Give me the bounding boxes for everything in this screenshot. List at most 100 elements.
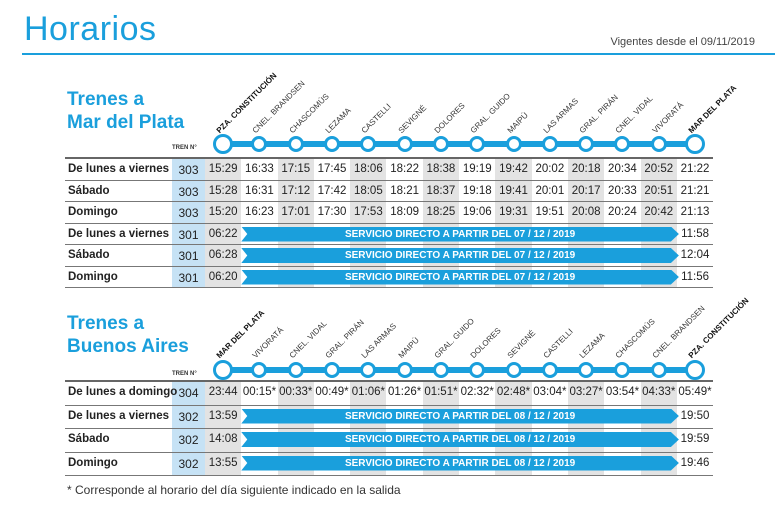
shaded-column: [350, 180, 387, 201]
train-column: [172, 245, 205, 266]
shaded-column: [495, 180, 532, 201]
table-row: De lunes a domingo 304 23:44 00:15* 00:33* 00…: [65, 382, 713, 406]
station-stop-icon: [396, 136, 413, 152]
train-number: 301: [178, 227, 199, 242]
time-cell: 19:42: [499, 163, 528, 175]
station-stop-icon: [541, 136, 558, 152]
train-number: 303: [178, 206, 199, 220]
day-label: De lunes a viernes: [68, 163, 169, 175]
tren-label: TREN N°: [172, 371, 197, 377]
time-cell: 15:28: [208, 184, 238, 197]
station-label: LAS ARMAS: [541, 96, 580, 135]
train-number: 303: [178, 163, 199, 177]
station-label: CASTELLI: [541, 326, 575, 360]
table-row: Sábado 303 15:28 16:31 17:12 17:42 18:05 18:21 1…: [65, 180, 713, 202]
departure-time: 06:22: [208, 227, 238, 240]
time-cell: 02:48*: [496, 386, 531, 398]
train-column: [172, 159, 205, 180]
time-cell: 21:21: [680, 184, 710, 197]
table-row: Sábado 302 14:08 SERVICIO DIRECTO A PARTIR …: [65, 429, 713, 453]
header-divider: [22, 53, 775, 55]
station-label: PZA. CONSTITUCIÓN: [686, 296, 751, 360]
time-cell: 18:25: [426, 206, 456, 218]
footnote: * Corresponde al horario del día siguien…: [67, 483, 401, 497]
title-line: Trenes a: [67, 89, 145, 110]
shaded-column: [640, 159, 677, 180]
time-cell: 21:22: [680, 163, 710, 175]
time-cell: 20:42: [644, 206, 674, 218]
time-cell: 15:29: [208, 163, 238, 175]
time-cell: 20:08: [571, 206, 601, 218]
time-cell: 20:18: [571, 163, 601, 175]
shaded-column: [205, 452, 242, 475]
station-stop-icon: [505, 136, 522, 152]
direct-service-banner: SERVICIO DIRECTO A PARTIR DEL 07 / 12 / …: [241, 248, 679, 263]
station-label: LEZAMA: [577, 330, 607, 360]
stations-ba: MAR DEL PLATA VIVORATÁ CNEL. VIDAL GRAL. PI…: [205, 296, 751, 360]
route-bar: [223, 367, 695, 373]
table-row: Domingo 302 13:55 SERVICIO DIRECTO A PARTIR…: [65, 452, 713, 476]
departure-time: 13:59: [208, 409, 238, 422]
station-stop-icon: [541, 362, 558, 378]
shaded-column: [277, 202, 314, 223]
shaded-column: [205, 202, 242, 223]
station-stop-icon: [432, 362, 449, 378]
stations-mdp: PZA. CONSTITUCIÓN CNEL. BRANDSEN CHASCOMÚS…: [205, 71, 739, 135]
day-label: De lunes a viernes: [68, 227, 169, 240]
page-title: Horarios: [24, 10, 157, 48]
time-cell: 00:33*: [279, 386, 313, 398]
station-label: CASTELLI: [359, 101, 394, 135]
time-cell: 17:15: [281, 163, 311, 175]
tren-label: TREN N°: [172, 145, 197, 151]
time-cell: 15:20: [208, 206, 238, 218]
time-cell: 17:42: [317, 184, 347, 197]
departure-time: 13:55: [208, 456, 238, 469]
station-label: CNEL. VIDAL: [614, 94, 656, 135]
station-stop-icon: [432, 136, 449, 152]
day-label: Domingo: [68, 456, 118, 469]
shaded-column: [568, 202, 605, 223]
shaded-column: [205, 266, 242, 287]
departure-time: 14:08: [208, 433, 238, 445]
station-stop-icon: [324, 136, 341, 152]
time-cell: 02:32*: [460, 386, 494, 398]
time-cell: 20:01: [535, 184, 565, 197]
shaded-column: [205, 180, 242, 201]
time-cell: 19:18: [462, 184, 492, 197]
table-row: De lunes a viernes 303 15:29 16:33 17:15 17:4…: [65, 159, 713, 181]
shaded-column: [350, 202, 387, 223]
time-cell: 20:02: [535, 163, 565, 175]
day-label: Sábado: [68, 249, 110, 261]
station-stop-icon: [324, 362, 341, 378]
time-cell: 01:26*: [388, 386, 422, 398]
table-row: De lunes a viernes 301 06:22 SERVICIO DIREC…: [65, 223, 713, 245]
time-cell: 00:15*: [242, 386, 277, 398]
station-stop-icon: [287, 136, 304, 152]
train-number: 301: [178, 249, 199, 263]
station-stop-icon: [213, 134, 234, 154]
arrival-time: 19:46: [680, 456, 710, 469]
station-stop-icon: [685, 134, 706, 154]
shaded-column: [495, 159, 532, 180]
shaded-column: [277, 180, 314, 201]
shaded-column: [205, 405, 242, 428]
train-column: [172, 452, 205, 475]
arrival-time: 12:04: [680, 249, 710, 261]
time-cell: 19:51: [535, 206, 565, 218]
schedule-table-mdp: De lunes a viernes 303 15:29 16:33 17:15 17:4…: [65, 157, 713, 288]
arrival-time: 19:50: [680, 409, 710, 422]
train-number: 303: [178, 184, 199, 199]
title-line: Buenos Aires: [67, 336, 189, 357]
station-stop-icon: [287, 362, 304, 378]
station-stop-icon: [251, 136, 268, 152]
station-stop-icon: [578, 362, 595, 378]
time-cell: 20:51: [644, 184, 674, 197]
station-stop-icon: [614, 362, 631, 378]
direct-service-banner: SERVICIO DIRECTO A PARTIR DEL 07 / 12 / …: [241, 227, 679, 242]
shaded-column: [568, 159, 605, 180]
station-label: LEZAMA: [323, 105, 353, 135]
train-column: [172, 202, 205, 223]
time-cell: 01:06*: [351, 386, 385, 398]
time-cell: 18:37: [426, 184, 456, 197]
time-cell: 03:54*: [605, 386, 640, 398]
